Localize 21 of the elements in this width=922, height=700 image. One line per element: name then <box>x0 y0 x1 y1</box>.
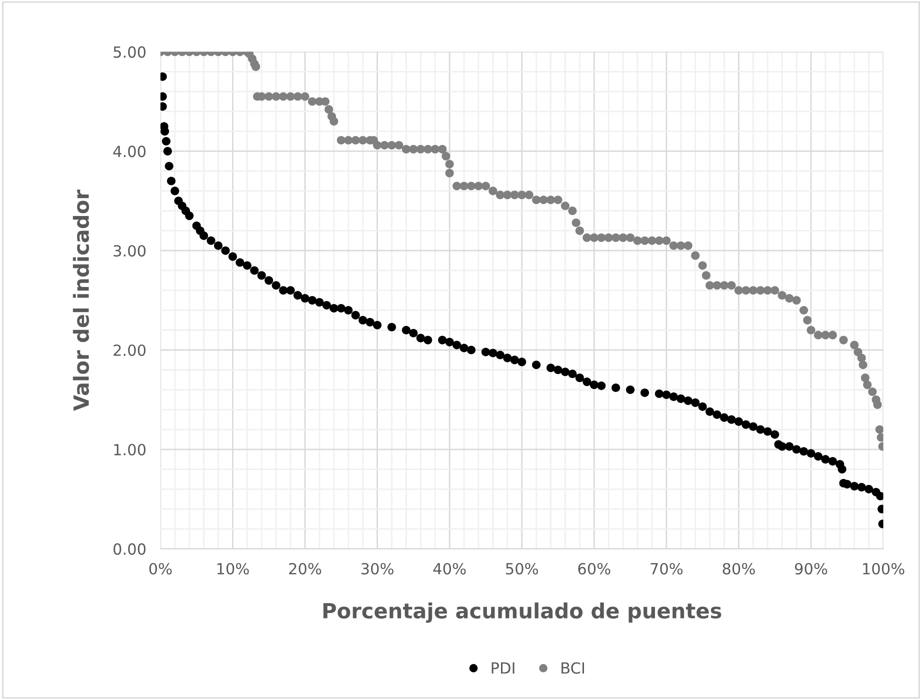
x-tick-label: 30% <box>361 562 394 575</box>
x-tick-label: 20% <box>289 562 322 575</box>
y-axis-title: Valor del indicador <box>72 190 90 411</box>
y-tick-label: 5.00 <box>114 46 146 58</box>
x-tick-label: 0% <box>149 562 172 575</box>
legend-label: BCI <box>562 662 584 674</box>
y-tick-label: 3.00 <box>114 245 146 257</box>
x-tick-label: 70% <box>650 562 683 575</box>
x-tick-label: 60% <box>578 562 610 575</box>
y-tick-label: 4.00 <box>113 146 146 158</box>
x-tick-label: 90% <box>794 562 828 575</box>
y-tick-label: 2.00 <box>114 344 146 356</box>
x-tick-label: 100% <box>863 562 904 575</box>
legend-label: PDI <box>492 662 514 674</box>
x-tick-label: 50% <box>506 562 538 575</box>
x-tick-label: 40% <box>433 562 466 575</box>
y-tick-label: 0.00 <box>114 543 146 555</box>
y-tick-label: 1.00 <box>114 444 146 456</box>
x-tick-label: 10% <box>217 562 249 575</box>
x-tick-label: 80% <box>722 562 755 575</box>
x-axis-title: Porcentaje acumulado de puentes <box>323 602 722 623</box>
